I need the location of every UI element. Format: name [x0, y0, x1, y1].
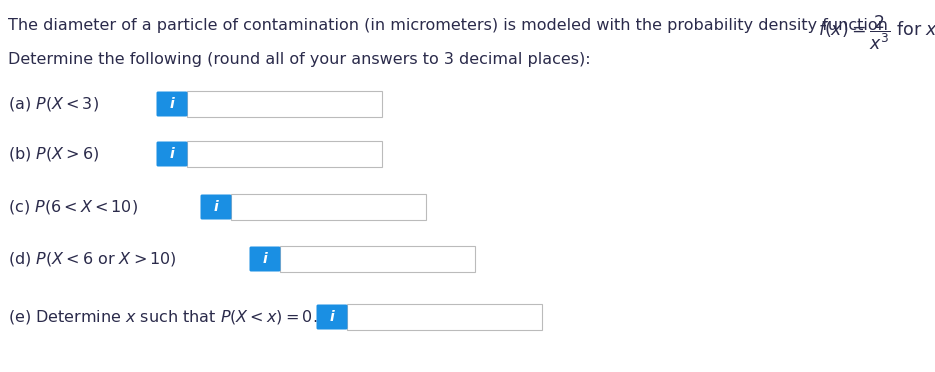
FancyBboxPatch shape — [317, 305, 348, 330]
Text: i: i — [330, 310, 335, 324]
FancyBboxPatch shape — [187, 141, 382, 167]
Text: i: i — [169, 147, 174, 161]
Text: $f(x) = \dfrac{2}{x^3}$ for $x > 1.$: $f(x) = \dfrac{2}{x^3}$ for $x > 1.$ — [818, 13, 935, 52]
FancyBboxPatch shape — [156, 92, 188, 116]
FancyBboxPatch shape — [200, 195, 232, 219]
Text: i: i — [213, 200, 219, 214]
Text: (e) Determine $x$ such that $P(X < x) = 0.95$.: (e) Determine $x$ such that $P(X < x) = … — [8, 308, 343, 326]
Text: The diameter of a particle of contamination (in micrometers) is modeled with the: The diameter of a particle of contaminat… — [8, 18, 888, 33]
Text: i: i — [169, 97, 174, 111]
FancyBboxPatch shape — [156, 141, 188, 167]
Text: Determine the following (round all of your answers to 3 decimal places):: Determine the following (round all of yo… — [8, 52, 591, 67]
Text: (c) $P(6 < X < 10)$: (c) $P(6 < X < 10)$ — [8, 198, 138, 216]
Text: (b) $P(X > 6)$: (b) $P(X > 6)$ — [8, 145, 99, 163]
FancyBboxPatch shape — [231, 194, 426, 220]
FancyBboxPatch shape — [187, 91, 382, 117]
Text: (a) $P(X < 3)$: (a) $P(X < 3)$ — [8, 95, 99, 113]
FancyBboxPatch shape — [250, 247, 280, 272]
Text: i: i — [263, 252, 267, 266]
FancyBboxPatch shape — [280, 246, 475, 272]
Text: (d) $P(X < 6$ or $X > 10)$: (d) $P(X < 6$ or $X > 10)$ — [8, 250, 177, 268]
FancyBboxPatch shape — [347, 304, 542, 330]
